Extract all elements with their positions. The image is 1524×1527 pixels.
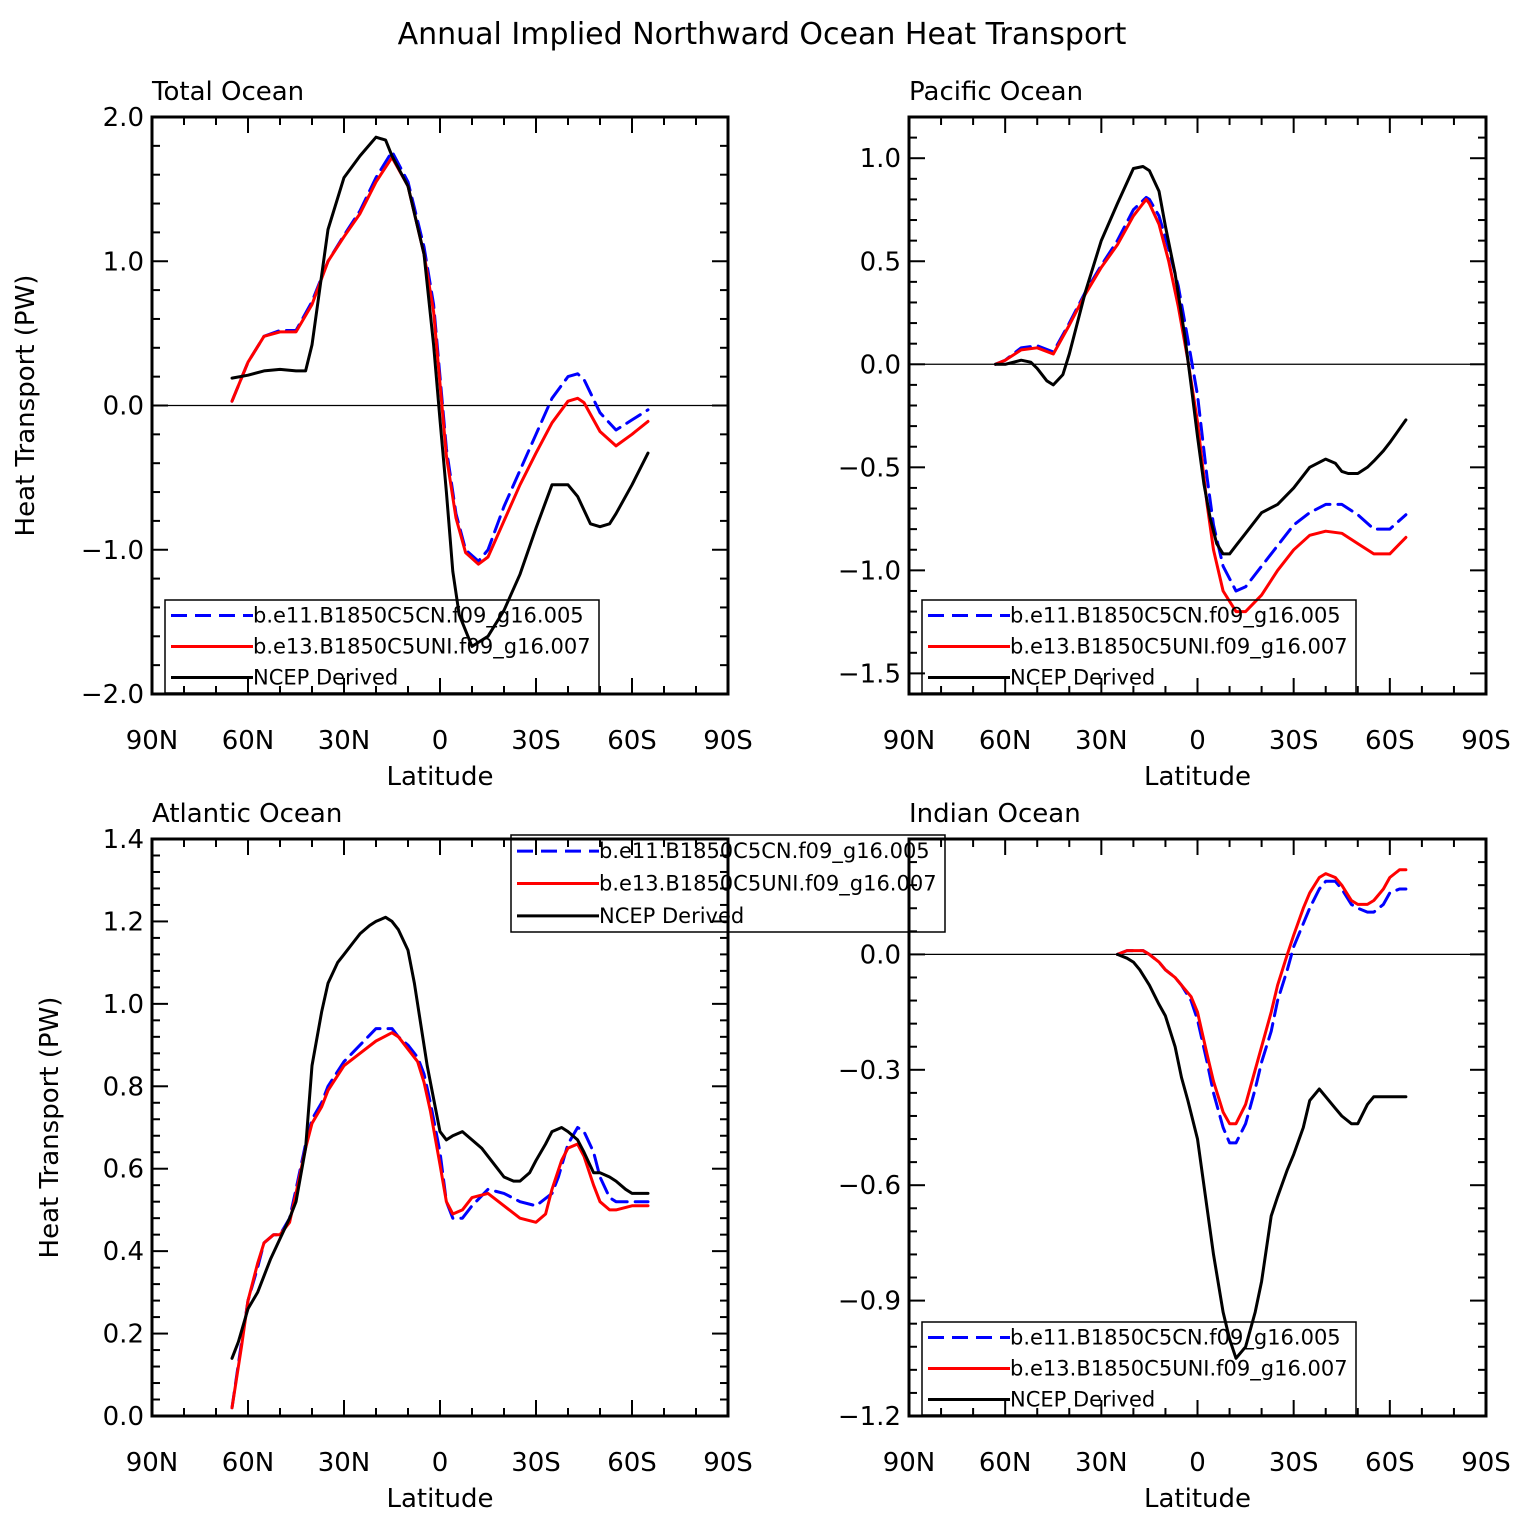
panel-pacific: −1.5 −1.0 −0.5 0.0 0.5 1.0 90N 60N 30N 0 30S 60S 90S… (838, 77, 1511, 792)
series-line-b-e13 (230, 155, 650, 566)
x-tick-label: 30N (1075, 1448, 1128, 1478)
panel-total: −2.0 −1.0 0.0 1.0 2.0 90N 60N 30N 0 30S 60S 90S Tota… (11, 77, 753, 792)
legend-box (164, 599, 600, 694)
y-tick-label: 1.2 (103, 907, 144, 937)
x-tick-label: 60S (607, 726, 657, 756)
y-tick-label: 0.4 (103, 1237, 144, 1267)
legend-label: b.e11.B1850C5CN.f09_g16.005 (599, 839, 930, 864)
legend: b.e11.B1850C5CN.f09_g16.005 b.e13.B1850C5… (921, 599, 1357, 694)
legend: b.e11.B1850C5CN.f09_g16.005 b.e13.B1850C5… (510, 834, 946, 933)
series-line-b-e13 (1115, 868, 1408, 1126)
y-tick-label: 1.4 (103, 825, 144, 855)
y-tick-label: 0.6 (103, 1155, 144, 1185)
y-tick-label: 1.0 (860, 144, 901, 174)
x-tick-label: 30S (511, 726, 561, 756)
series-line-ncep (230, 915, 650, 1360)
legend-label: b.e13.B1850C5UNI.f09_g16.007 (253, 635, 591, 660)
x-tick-label: 90N (126, 1448, 179, 1478)
x-tick-label: 0 (1189, 726, 1206, 756)
y-tick-label: −0.9 (838, 1287, 901, 1317)
x-tick-label: 0 (432, 1448, 449, 1478)
panel-title: Pacific Ocean (909, 77, 1083, 107)
x-tick-label: 0 (432, 726, 449, 756)
series-line-ncep (1115, 952, 1408, 1360)
y-tick-label: −0.3 (838, 1056, 901, 1086)
series-line-ncep (230, 135, 650, 648)
x-tick-label: 60N (979, 726, 1032, 756)
x-tick-label: 90S (1461, 1448, 1511, 1478)
panel-atlantic: 0.0 0.2 0.4 0.6 0.8 1.0 1.2 1.4 90N 60N 30N 0 30S 60S… (35, 799, 753, 1514)
legend-box (921, 599, 1357, 694)
legend-label: b.e13.B1850C5UNI.f09_g16.007 (599, 872, 937, 897)
x-tick-label: 90N (883, 726, 936, 756)
y-tick-label: −1.0 (81, 536, 144, 566)
y-tick-label: 0.0 (103, 1402, 144, 1432)
y-tick-label: −1.2 (838, 1402, 901, 1432)
x-axis-label: Latitude (386, 762, 493, 792)
y-tick-label: 0.5 (860, 247, 901, 277)
legend-label: b.e11.B1850C5CN.f09_g16.005 (1010, 604, 1341, 629)
legend-label: NCEP Derived (253, 666, 398, 690)
panel-indian: −1.2 −0.9 −0.6 −0.3 0.0 90N 60N 30N 0 30S 60S 90S In… (838, 799, 1511, 1514)
legend-label: NCEP Derived (1010, 666, 1155, 690)
series-line-ncep (994, 165, 1408, 556)
y-tick-label: 0.2 (103, 1320, 144, 1350)
legend-label: NCEP Derived (1010, 1388, 1155, 1412)
legend-label: b.e11.B1850C5CN.f09_g16.005 (1010, 1326, 1341, 1351)
x-tick-label: 30S (1269, 1448, 1319, 1478)
x-axis-label: Latitude (386, 1484, 493, 1514)
x-tick-label: 60N (979, 1448, 1032, 1478)
panel-title: Total Ocean (151, 77, 304, 107)
y-tick-label: 0.0 (860, 350, 901, 380)
y-axis-label: Heat Transport (PW) (11, 275, 41, 537)
y-tick-label: 1.0 (103, 247, 144, 277)
x-tick-label: 60S (1365, 726, 1415, 756)
x-axis-label: Latitude (1144, 1484, 1251, 1514)
x-tick-label: 60N (222, 726, 275, 756)
y-tick-label: −1.5 (838, 659, 901, 689)
y-tick-label: 0.0 (860, 940, 901, 970)
panel-title: Indian Ocean (909, 799, 1081, 829)
x-tick-label: 30N (318, 726, 371, 756)
y-tick-label: −2.0 (81, 680, 144, 710)
legend-label: NCEP Derived (599, 904, 744, 928)
x-tick-label: 90S (1461, 726, 1511, 756)
y-tick-label: −0.6 (838, 1171, 901, 1201)
x-tick-label: 30N (1075, 726, 1128, 756)
y-tick-label: 1.0 (103, 990, 144, 1020)
legend-label: b.e13.B1850C5UNI.f09_g16.007 (1010, 1357, 1348, 1382)
x-tick-label: 60S (1365, 1448, 1415, 1478)
y-tick-label: 2.0 (103, 103, 144, 133)
y-axis-label: Heat Transport (PW) (35, 997, 65, 1259)
x-tick-label: 0 (1189, 1448, 1206, 1478)
figure-title: Annual Implied Northward Ocean Heat Tran… (398, 17, 1127, 52)
legend-box (921, 1321, 1357, 1416)
x-tick-label: 30S (511, 1448, 561, 1478)
x-tick-label: 30S (1269, 726, 1319, 756)
legend-box (510, 834, 946, 933)
x-tick-label: 90N (883, 1448, 936, 1478)
legend-label: b.e11.B1850C5CN.f09_g16.005 (253, 604, 584, 629)
x-tick-label: 90N (126, 726, 179, 756)
y-tick-label: 0.8 (103, 1072, 144, 1102)
legend: b.e11.B1850C5CN.f09_g16.005 b.e13.B1850C5… (164, 599, 600, 694)
x-tick-label: 90S (703, 1448, 753, 1478)
panel-title: Atlantic Ocean (152, 799, 342, 829)
y-tick-label: 0.0 (103, 392, 144, 422)
x-tick-label: 30N (318, 1448, 371, 1478)
x-tick-label: 60N (222, 1448, 275, 1478)
x-tick-label: 90S (703, 726, 753, 756)
legend: b.e11.B1850C5CN.f09_g16.005 b.e13.B1850C5… (921, 1321, 1357, 1416)
x-axis-label: Latitude (1144, 762, 1251, 792)
y-tick-label: −0.5 (838, 453, 901, 483)
series-line-b-e13 (230, 1031, 650, 1410)
x-tick-label: 60S (607, 1448, 657, 1478)
legend-label: b.e13.B1850C5UNI.f09_g16.007 (1010, 635, 1348, 660)
y-tick-label: −1.0 (838, 556, 901, 586)
